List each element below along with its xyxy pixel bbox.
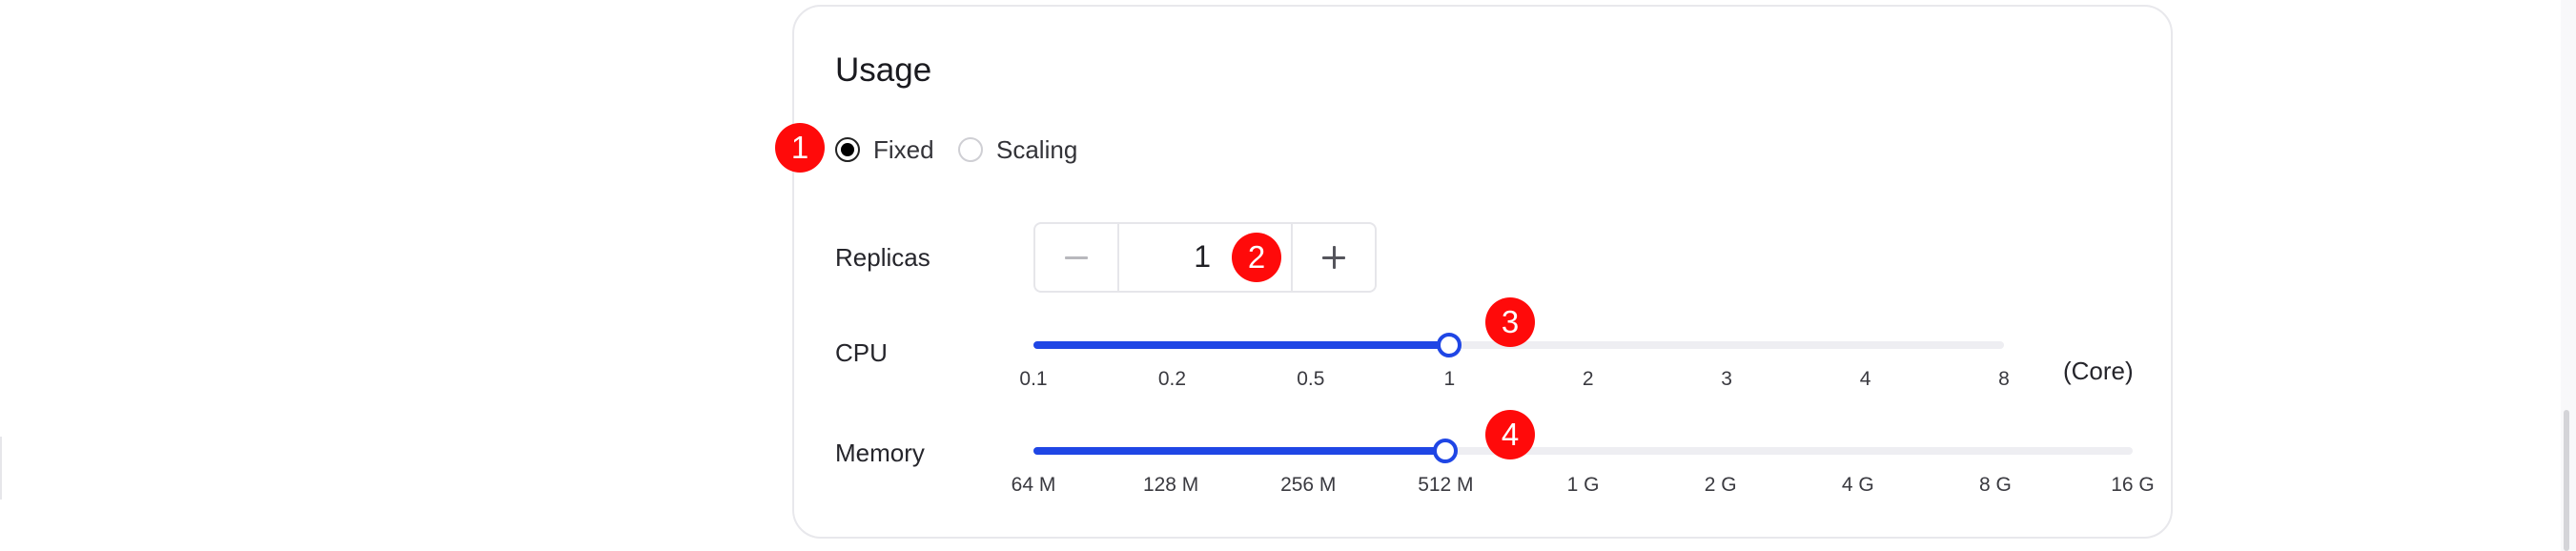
cpu-tick-label: 8 — [1998, 368, 2010, 390]
usage-title: Usage — [835, 51, 932, 89]
cpu-tick-label: 4 — [1859, 368, 1871, 390]
radio-scaling[interactable]: Scaling — [958, 131, 1077, 169]
memory-tick-label: 512 M — [1418, 474, 1474, 496]
cpu-tick-label: 1 — [1443, 368, 1456, 390]
memory-slider-fill — [1033, 447, 1446, 455]
decrement-button[interactable] — [1035, 224, 1119, 291]
radio-scaling-label: Scaling — [996, 134, 1078, 164]
cpu-slider-fill — [1033, 341, 1450, 349]
usage-card — [792, 5, 2173, 539]
memory-tick-label: 2 G — [1704, 474, 1737, 496]
cpu-tick-label: 2 — [1582, 368, 1594, 390]
radio-fixed[interactable]: Fixed — [835, 131, 934, 169]
cpu-tick-label: 0.2 — [1157, 368, 1187, 390]
radio-fixed-circle[interactable] — [835, 137, 860, 162]
replicas-label: Replicas — [835, 243, 930, 272]
annotation-badge-1: 1 — [775, 123, 825, 173]
scrollbar-thumb[interactable] — [2564, 410, 2569, 551]
memory-tick-label: 1 G — [1566, 474, 1600, 496]
plus-icon-vertical — [1332, 246, 1336, 269]
left-edge-divider — [0, 437, 2, 500]
replicas-value[interactable]: 1 — [1194, 239, 1211, 274]
annotation-badge-2: 2 — [1232, 233, 1281, 282]
cpu-slider-handle[interactable] — [1437, 333, 1462, 357]
memory-tick-label: 128 M — [1142, 474, 1199, 496]
annotation-badge-4: 4 — [1485, 410, 1535, 459]
memory-tick-label: 4 G — [1841, 474, 1874, 496]
memory-tick-label: 64 M — [1011, 474, 1056, 496]
memory-tick-label: 16 G — [2111, 474, 2155, 496]
memory-slider-handle[interactable] — [1433, 439, 1459, 463]
replicas-stepper — [1033, 222, 1377, 293]
memory-tick-label: 8 G — [1978, 474, 2012, 496]
cpu-tick-label: 3 — [1721, 368, 1732, 390]
cpu-label: CPU — [835, 338, 888, 367]
radio-fixed-label: Fixed — [873, 134, 934, 164]
cpu-tick-label: 0.1 — [1019, 368, 1048, 390]
radio-scaling-circle[interactable] — [958, 137, 983, 162]
memory-slider-track[interactable] — [1033, 447, 2133, 455]
cpu-tick-label: 0.5 — [1297, 368, 1325, 390]
memory-tick-label: 256 M — [1280, 474, 1337, 496]
minus-icon — [1065, 255, 1088, 259]
increment-button[interactable] — [1291, 224, 1375, 291]
annotation-badge-3: 3 — [1485, 297, 1535, 347]
cpu-unit-label: (Core) — [2063, 357, 2134, 385]
memory-label: Memory — [835, 439, 925, 467]
